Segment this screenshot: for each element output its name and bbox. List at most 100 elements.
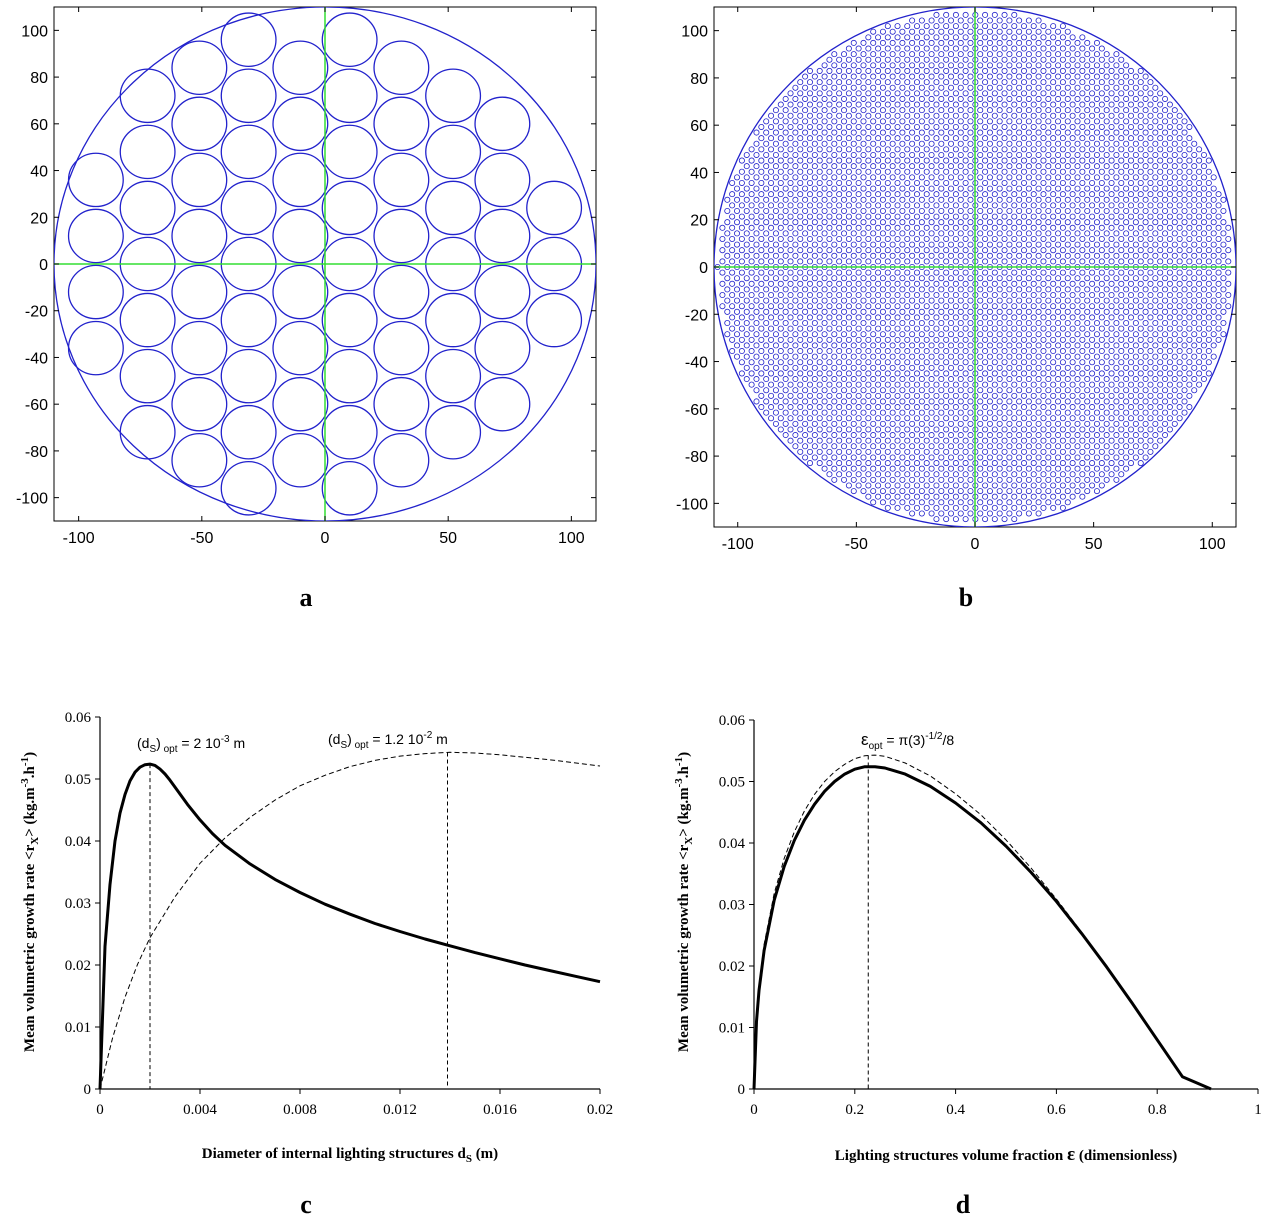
- panel-b-structure-2208: [879, 230, 886, 237]
- panel-b-structure-2953: [777, 146, 784, 153]
- panel-b-structure-256: [1040, 460, 1047, 467]
- panel-b-structure-2087: [724, 241, 731, 248]
- panel-b-structure-3735: [1020, 34, 1028, 41]
- panel-b-structure-1267: [889, 331, 896, 338]
- panel-b-structure-1171: [948, 342, 955, 349]
- panel-b-structure-581: [1166, 415, 1173, 422]
- panel-b-structure-80: [1030, 493, 1037, 500]
- panel-b-structure-937: [1069, 370, 1076, 377]
- panel-b-structure-2189: [1205, 235, 1212, 243]
- panel-b-structure-658: [1059, 404, 1066, 411]
- panel-b-structure-3420: [1098, 90, 1105, 97]
- panel-b-structure-3557: [991, 67, 998, 74]
- panel-b-structure-139: [831, 476, 838, 483]
- panel-b-structure-1225: [982, 336, 989, 343]
- panel-b-structure-3500: [1137, 79, 1144, 86]
- panel-b-structure-3204: [1016, 118, 1023, 125]
- panel-b-structure-1602: [1123, 297, 1130, 304]
- panel-b-structure-843: [1089, 381, 1096, 388]
- panel-b-structure-891: [1093, 376, 1100, 383]
- panel-b-structure-369: [1074, 443, 1081, 450]
- panel-b-structure-2691: [1069, 179, 1076, 186]
- panel-b-structure-2935: [1064, 151, 1071, 158]
- panel-b-structure-854: [1196, 381, 1203, 388]
- panel-b-structure-1199: [729, 336, 736, 343]
- panel-b-structure-118: [904, 482, 911, 489]
- panel-b-structure-2292: [1186, 224, 1193, 231]
- panel-b-structure-3025: [1025, 140, 1032, 147]
- panel-b-structure-314: [904, 448, 911, 455]
- panel-b-structure-3616: [933, 56, 940, 63]
- panel-b-structure-509: [879, 420, 886, 427]
- panel-b-structure-500: [792, 420, 799, 427]
- panel-b-structure-1276: [977, 331, 984, 338]
- panel-b-structure-1038: [1108, 359, 1115, 366]
- panel-b-xtick-label: -50: [845, 536, 868, 553]
- panel-b-structure-1190: [1132, 342, 1139, 349]
- panel-b-structure-283: [957, 454, 964, 461]
- panel-b-structure-3035: [1123, 140, 1130, 147]
- panel-b-structure-651: [991, 404, 998, 411]
- panel-b-structure-1186: [1093, 342, 1100, 349]
- panel-b-structure-3416: [1059, 90, 1066, 97]
- panel-b-structure-2251: [787, 224, 794, 231]
- panel-b-structure-8: [1011, 516, 1018, 523]
- panel-b-structure-3148: [904, 123, 911, 130]
- panel-b-structure-361: [996, 443, 1003, 450]
- panel-b-structure-1033: [1059, 359, 1066, 366]
- panel-b-structure-306: [826, 448, 833, 455]
- panel-a-xtick-label: 100: [558, 530, 585, 547]
- panel-b-structure-3758: [1025, 28, 1032, 35]
- panel-b-structure-558: [943, 415, 950, 422]
- panel-b-structure-3531: [1084, 73, 1091, 80]
- panel-b-structure-672: [753, 398, 760, 405]
- panel-d-annotation: εopt = π(3)-1/2/8: [861, 730, 954, 752]
- panel-b-structure-3079: [1108, 135, 1115, 142]
- panel-b-structure-2696: [1118, 179, 1125, 186]
- panel-b-structure-1365: [841, 320, 848, 327]
- panel-b-structure-336: [1118, 448, 1125, 455]
- panel-b-structure-296: [1084, 454, 1091, 461]
- panel-b-structure-1711: [1162, 286, 1169, 293]
- panel-b-structure-2591: [1079, 191, 1086, 198]
- panel-b-structure-1048: [1205, 359, 1212, 366]
- panel-b-structure-1214: [875, 336, 882, 343]
- panel-b-structure-1789: [899, 275, 906, 282]
- panel-b-structure-2389: [1118, 213, 1125, 220]
- panel-b-structure-3202: [996, 118, 1003, 125]
- panel-b-structure-765: [782, 387, 789, 394]
- panel-a-structure-17: [67, 152, 124, 208]
- panel-b-structure-669: [1166, 404, 1173, 411]
- panel-b-structure-2185: [1166, 235, 1173, 243]
- panel-b-structure-344: [831, 443, 838, 450]
- panel-b-structure-1011: [845, 359, 852, 366]
- panel-b-structure-64: [875, 493, 882, 500]
- panel-b-structure-1960: [1020, 258, 1028, 265]
- panel-b-structure-3506: [841, 73, 848, 80]
- panel-b-structure-2365: [884, 213, 891, 220]
- panel-b-structure-73: [962, 493, 969, 500]
- panel-b-structure-3019: [967, 140, 974, 147]
- panel-b-structure-3181: [792, 118, 799, 125]
- panel-b-structure-1971: [1127, 258, 1135, 265]
- panel-b-structure-380: [806, 437, 813, 444]
- panel-b-structure-978: [996, 364, 1003, 371]
- panel-b-structure-2907: [792, 151, 799, 158]
- panel-b-structure-3529: [1064, 73, 1071, 80]
- panel-b-structure-94: [928, 488, 935, 495]
- panel-b-structure-305: [816, 448, 823, 455]
- panel-b-structure-359: [977, 443, 984, 450]
- panel-b-structure-1376: [948, 320, 955, 327]
- panel-b-structure-1787: [879, 275, 886, 282]
- panel-b-structure-437: [977, 432, 984, 439]
- panel-b-structure-1684: [899, 286, 906, 293]
- panel-b-structure-221: [1025, 465, 1032, 472]
- panel-b-structure-1410: [777, 314, 784, 321]
- panel-a-structure-9: [171, 96, 228, 152]
- panel-b-structure-266: [1137, 460, 1144, 467]
- panel-b-structure-2137: [1210, 241, 1217, 248]
- panel-b-structure-2837: [1055, 163, 1062, 170]
- panel-a-structure-58: [373, 376, 430, 432]
- panel-b-structure-2809: [782, 163, 789, 170]
- panel-b-structure-2679: [952, 179, 959, 186]
